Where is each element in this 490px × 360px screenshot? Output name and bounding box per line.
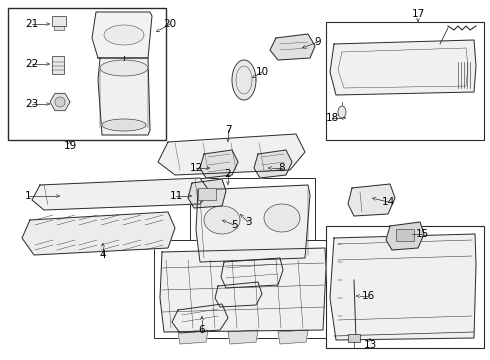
Polygon shape — [228, 330, 258, 344]
Polygon shape — [264, 204, 300, 232]
Text: 4: 4 — [99, 250, 106, 260]
Polygon shape — [196, 185, 310, 262]
Text: 18: 18 — [325, 113, 339, 123]
Text: 5: 5 — [231, 220, 237, 230]
Polygon shape — [254, 150, 292, 178]
Bar — [54, 26, 64, 30]
Text: 14: 14 — [381, 197, 394, 207]
Polygon shape — [55, 97, 65, 107]
Polygon shape — [188, 179, 226, 208]
Bar — [326, 226, 484, 348]
Polygon shape — [102, 119, 146, 131]
Polygon shape — [98, 58, 150, 135]
Text: 13: 13 — [364, 340, 377, 350]
Text: 11: 11 — [170, 191, 183, 201]
Bar — [52, 16, 66, 26]
Polygon shape — [172, 304, 228, 333]
Text: 2: 2 — [225, 169, 231, 179]
Text: 15: 15 — [416, 229, 429, 239]
Polygon shape — [50, 93, 70, 111]
Polygon shape — [160, 248, 326, 332]
Text: 6: 6 — [198, 325, 205, 335]
Polygon shape — [215, 282, 262, 307]
Bar — [198, 188, 216, 200]
Bar — [326, 22, 484, 140]
Polygon shape — [104, 25, 144, 45]
Text: 23: 23 — [25, 99, 39, 109]
Text: 21: 21 — [25, 19, 39, 29]
Text: 19: 19 — [63, 141, 76, 151]
Polygon shape — [178, 330, 208, 344]
Polygon shape — [32, 178, 210, 210]
Text: 9: 9 — [315, 37, 321, 47]
Polygon shape — [270, 34, 315, 60]
Text: 22: 22 — [25, 59, 39, 69]
Bar — [396, 229, 414, 241]
Text: 3: 3 — [245, 217, 251, 227]
Polygon shape — [158, 134, 305, 175]
Polygon shape — [200, 150, 238, 178]
Text: 8: 8 — [279, 163, 285, 173]
Polygon shape — [278, 330, 308, 344]
Text: 10: 10 — [255, 67, 269, 77]
Text: 20: 20 — [164, 19, 176, 29]
Bar — [52, 56, 64, 74]
Polygon shape — [92, 12, 152, 58]
Polygon shape — [204, 206, 240, 234]
Polygon shape — [100, 60, 148, 76]
Polygon shape — [348, 184, 395, 216]
Text: 1: 1 — [24, 191, 31, 201]
Polygon shape — [221, 258, 283, 288]
Bar — [348, 334, 360, 342]
Polygon shape — [386, 222, 424, 250]
Polygon shape — [330, 40, 476, 95]
Text: 16: 16 — [362, 291, 375, 301]
Bar — [154, 240, 334, 338]
Text: 7: 7 — [225, 125, 231, 135]
Text: 17: 17 — [412, 9, 425, 19]
Polygon shape — [330, 234, 476, 340]
Bar — [8, 8, 166, 140]
Text: 12: 12 — [189, 163, 203, 173]
Ellipse shape — [338, 106, 346, 118]
Bar — [190, 178, 315, 266]
Polygon shape — [22, 212, 175, 255]
Polygon shape — [232, 60, 256, 100]
